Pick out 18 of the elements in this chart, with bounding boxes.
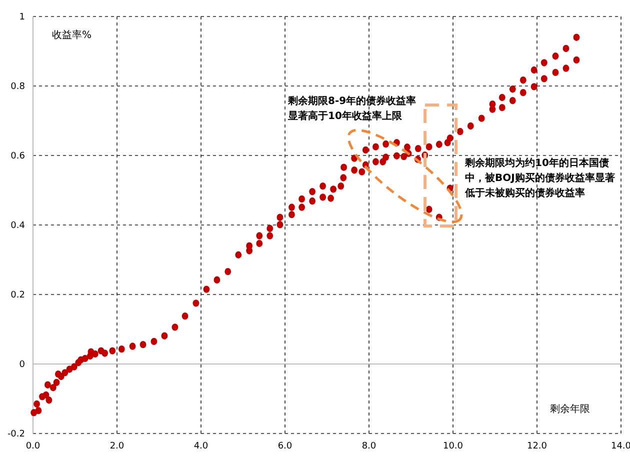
y-tick-label: 0.2 [10, 290, 25, 301]
y-tick-label: 1 [19, 12, 25, 23]
y-tick-label: 0.6 [10, 152, 26, 162]
y-tick-label: 0.4 [10, 221, 26, 232]
annotation: 剩余期限均为约10年的日本国债中，被BOJ购买的债券收益率显著低于未被购买的债券收益率 [464, 157, 615, 199]
x-tick-label: 4.0 [194, 442, 208, 452]
y-axis-title: 收益率% [52, 29, 92, 41]
y-tick-label: 0.8 [10, 82, 26, 92]
x-tick-label: 8.0 [362, 442, 376, 452]
x-tick-label: 12.0 [526, 442, 548, 452]
annotation: 剩余期限8-9年的债券收益率显著高于10年收益率上限 [287, 95, 416, 122]
x-tick-label: 10.0 [442, 442, 464, 452]
x-axis-title: 剩余年限 [550, 403, 590, 415]
x-tick-label: 6.0 [278, 442, 292, 452]
x-tick-label: 0.0 [26, 442, 40, 452]
y-tick-label: 0 [19, 360, 26, 370]
x-tick-label: 2.0 [110, 442, 124, 452]
y-tick-label: -0.2 [7, 430, 25, 440]
